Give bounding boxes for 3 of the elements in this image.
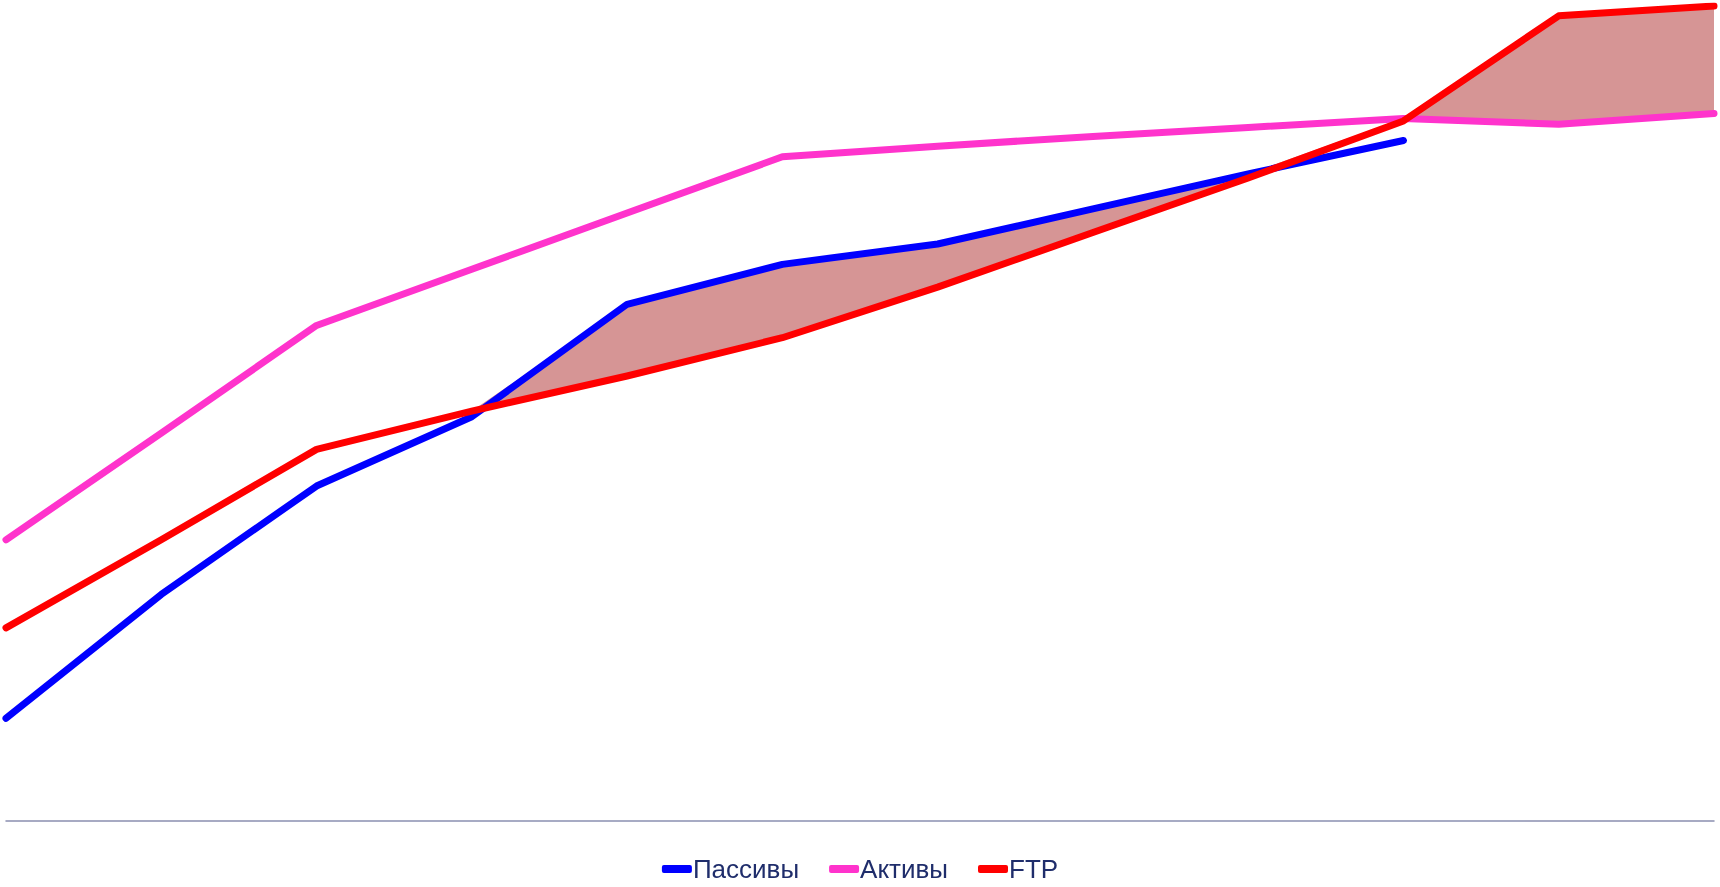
legend-label: FTP (1009, 854, 1059, 884)
legend-label: Пассивы (692, 854, 800, 884)
legend-label: Активы (860, 854, 949, 884)
